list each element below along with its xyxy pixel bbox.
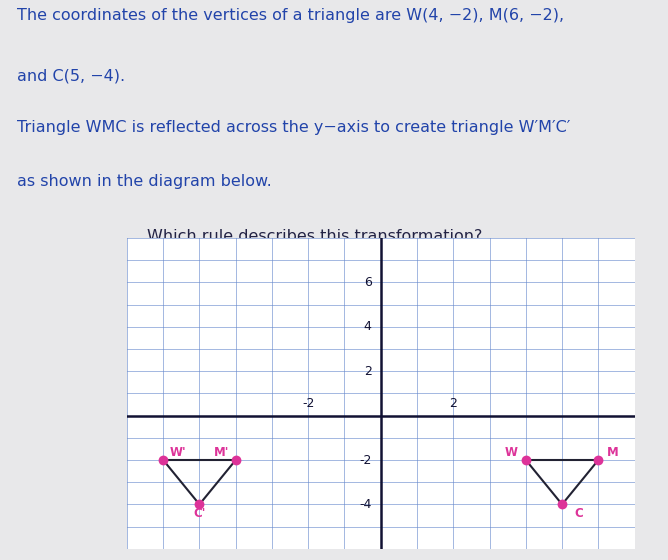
Text: -2: -2: [359, 454, 371, 466]
Text: Triangle WMC is reflected across the y−axis to create triangle W′M′C′: Triangle WMC is reflected across the y−a…: [17, 120, 570, 136]
Point: [158, 455, 168, 464]
Text: The coordinates of the vertices of a triangle are W(4, −2), M(6, −2),: The coordinates of the vertices of a tri…: [17, 7, 564, 22]
Text: 4: 4: [364, 320, 371, 333]
Text: M: M: [607, 446, 619, 459]
Point: [556, 500, 567, 509]
Text: -4: -4: [359, 498, 371, 511]
Text: 2: 2: [450, 397, 457, 410]
Point: [194, 500, 205, 509]
Text: 2: 2: [364, 365, 371, 377]
Point: [520, 455, 531, 464]
Text: and C(5, −4).: and C(5, −4).: [17, 69, 125, 83]
Text: C': C': [193, 507, 206, 520]
Text: Which rule describes this transformation?: Which rule describes this transformation…: [147, 228, 482, 244]
Text: 6: 6: [364, 276, 371, 289]
Point: [593, 455, 604, 464]
Text: M': M': [214, 446, 229, 459]
Text: as shown in the diagram below.: as shown in the diagram below.: [17, 175, 271, 189]
Point: [230, 455, 241, 464]
Text: -2: -2: [302, 397, 315, 410]
Text: W': W': [170, 446, 186, 459]
Text: C: C: [574, 507, 582, 520]
Text: W: W: [505, 446, 518, 459]
